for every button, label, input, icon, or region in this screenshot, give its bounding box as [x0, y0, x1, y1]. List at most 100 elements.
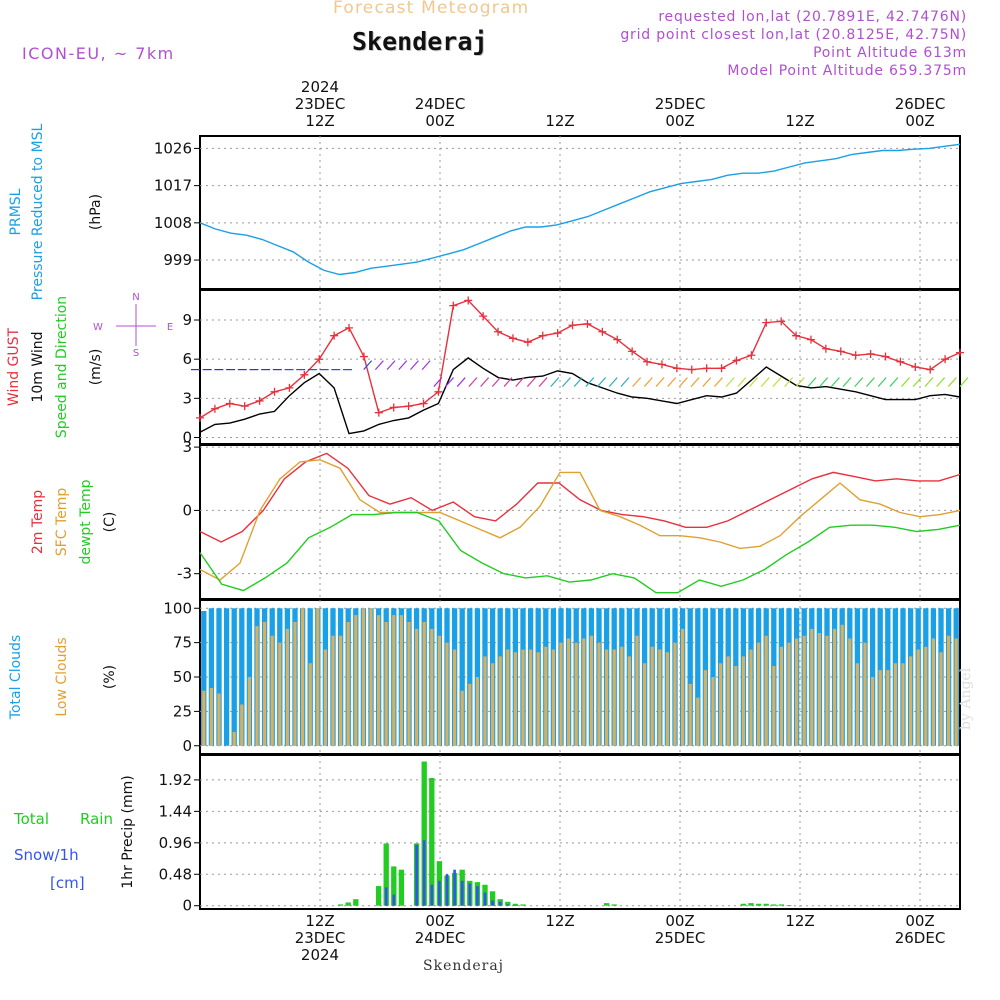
location-title: Skenderaj [352, 27, 488, 56]
snow-units: [cm] [50, 874, 85, 892]
wind-gust-line-point [225, 399, 234, 408]
low-cloud-bar [361, 608, 365, 746]
precip-units: 1hr Precip (mm) [120, 775, 136, 888]
low-cloud-bar [901, 663, 905, 746]
bottom-axis-label: 12Z [545, 912, 574, 930]
wind-units: (m/s) [88, 349, 104, 386]
low-cloud-bar [688, 683, 692, 746]
wind-arrow [678, 377, 688, 387]
snow-bar [476, 886, 479, 906]
low-cloud-bar [757, 642, 761, 746]
wind-arrow [632, 377, 642, 387]
wind-gust-line-point [956, 348, 964, 357]
low-cloud-bar [293, 622, 297, 746]
wind-gust-line-point [657, 360, 666, 369]
dewpoint-line [199, 511, 961, 594]
rain-bar [748, 903, 754, 906]
wind-arrow [515, 377, 525, 387]
low-cloud-bar [574, 642, 578, 746]
wind-gust-line-point [881, 352, 890, 361]
low-cloud-bar [650, 646, 654, 746]
y-tick-label: 0 [182, 428, 192, 446]
low-cloud-bar [506, 649, 510, 746]
low-cloud-bar [779, 646, 783, 746]
total-cloud-bar [231, 608, 237, 746]
low-cloud-bar [247, 677, 251, 746]
low-cloud-bar [833, 628, 837, 746]
wind-arrow [421, 360, 431, 371]
rain-label-2: Rain [80, 810, 113, 828]
low-cloud-bar [301, 608, 305, 746]
wind-arrow [901, 377, 910, 387]
chart-subtitle: Forecast Meteogram [333, 0, 530, 18]
low-cloud-bar [734, 666, 738, 746]
wind-arrow [714, 377, 723, 387]
wind-gust-line-point [866, 349, 875, 358]
low-cloud-bar [384, 622, 388, 746]
pressure-line [199, 143, 961, 276]
y-tick-label: 0.96 [159, 834, 192, 852]
wind-arrow [655, 377, 665, 387]
wind-arrow [608, 377, 618, 387]
temp-units: (C) [102, 512, 118, 533]
low-cloud-bar [331, 635, 335, 746]
low-cloud-bar [711, 677, 715, 746]
wind-gust-line-point [210, 404, 219, 413]
bottom-axis-label: 00Z [665, 912, 694, 930]
bottom-axis-label: 25DEC [655, 929, 706, 947]
low-cloud-bar [422, 622, 426, 746]
low-cloud-bar [460, 690, 464, 746]
low-cloud-bar [909, 656, 913, 746]
low-cloud-bar [848, 638, 852, 746]
snow-label: Snow/1h [14, 846, 79, 864]
wind-arrow [936, 377, 946, 387]
wind-arrow [924, 377, 934, 387]
requested-coords: requested lon,lat (20.7891E, 42.7476N) [658, 9, 967, 25]
wind-gust-line-point [553, 329, 562, 338]
wind-gust-line-point [330, 331, 339, 340]
low-cloud-bar [635, 635, 639, 746]
low-cloud-bar [954, 638, 958, 746]
rain-bar [353, 899, 359, 906]
low-cloud-bar [787, 642, 791, 746]
wind-gust-line-point [449, 301, 458, 310]
rain-bar [763, 903, 769, 906]
wind-gust-line-point [285, 383, 294, 392]
low-cloud-bar [939, 652, 943, 746]
temp-2m-line [199, 452, 961, 543]
low-cloud-bar [719, 663, 723, 746]
wind-dir-label: Speed and Direction [54, 296, 70, 438]
wind-gust-line-point [494, 327, 503, 336]
bottom-axis-label: 24DEC [415, 929, 466, 947]
model-altitude: Model Point Altitude 659.375m [727, 63, 967, 79]
pressure-label-1: PRMSL [8, 188, 24, 235]
rain-bar [771, 904, 777, 906]
wind-arrow [386, 360, 396, 371]
wind-arrow [959, 377, 969, 387]
wind-speed-line [199, 357, 961, 435]
low-cloud-bar [437, 635, 441, 746]
total-cloud-bar [201, 611, 207, 746]
low-cloud-bar [529, 649, 533, 746]
total-cloud-bar [687, 608, 693, 746]
low-cloud-bar [240, 704, 244, 746]
wind-arrow [538, 377, 548, 387]
compass-w: W [93, 322, 103, 333]
wind-gust-line-point [926, 365, 935, 374]
panel-frame-temperature [199, 444, 961, 600]
wind-arrow [737, 377, 747, 387]
y-tick-label: 0 [182, 737, 192, 755]
rain-bar [398, 869, 405, 906]
bottom-axis-label: 00Z [905, 912, 934, 930]
rain-bar [520, 904, 526, 906]
low-cloud-bar [947, 635, 951, 746]
wind-gust-line-point [777, 317, 786, 326]
low-cloud-bar [749, 649, 753, 746]
wind-gust-line-point [300, 370, 309, 379]
wind-gust-line-point [464, 296, 473, 305]
bottom-axis-label: 12Z [305, 912, 334, 930]
y-tick-label: 3 [182, 389, 192, 407]
y-tick-label: 0 [182, 501, 192, 519]
top-axis-label: 12Z [305, 112, 334, 130]
snow-bar [445, 874, 449, 906]
